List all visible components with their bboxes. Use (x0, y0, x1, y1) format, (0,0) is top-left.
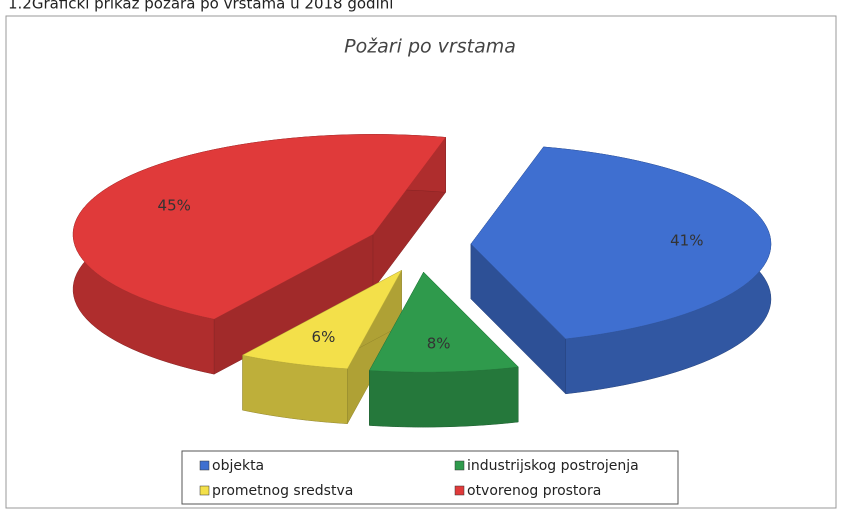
slice-top (72, 134, 447, 320)
legend-label: prometnog sredstva (212, 483, 353, 499)
slice-top (368, 271, 519, 373)
caption: 1.2Grafički prikaz požara po vrstama u 2… (8, 0, 393, 13)
pie-slice (470, 146, 772, 395)
legend-swatch (199, 485, 210, 496)
slice-wall (369, 366, 519, 428)
legend: objekta industrijskog postrojenja prometno… (199, 458, 639, 499)
pie: 41% 8% 6% 45% (72, 134, 772, 428)
pie-slice (72, 134, 447, 375)
pie-slice (368, 271, 519, 428)
chart-title: Požari po vrstama (344, 36, 516, 58)
legend-swatch (454, 460, 465, 471)
data-label: 41% (670, 232, 703, 250)
data-label: 45% (158, 197, 191, 215)
legend-swatch (454, 485, 465, 496)
legend-label: industrijskog postrojenja (467, 458, 639, 474)
data-label: 6% (312, 328, 336, 346)
legend-label: otvorenog prostora (467, 483, 601, 499)
legend-box (181, 450, 679, 505)
data-label: 8% (427, 334, 451, 352)
legend-swatch (199, 460, 210, 471)
slice-top (241, 269, 403, 369)
slice-top (470, 146, 772, 340)
pie-slice (241, 269, 403, 424)
legend-label: objekta (212, 458, 264, 474)
